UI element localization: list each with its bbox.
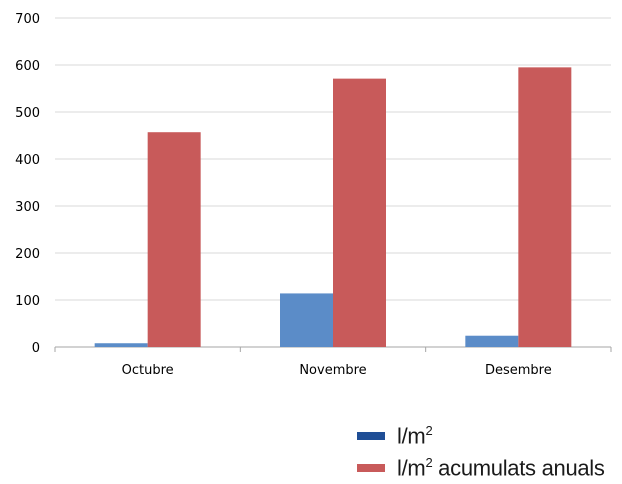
x-tick-label-novembre: Novembre bbox=[299, 363, 366, 378]
bar-novembre-series-1 bbox=[280, 293, 333, 347]
legend-label-series-2: l/m2 acumulats anuals bbox=[397, 454, 605, 481]
y-tick-label-0: 0 bbox=[32, 341, 40, 356]
bar-octubre-series-2 bbox=[147, 132, 201, 347]
legend: l/m2 l/m2 acumulats anuals bbox=[357, 420, 605, 484]
legend-item-series-1: l/m2 bbox=[357, 420, 605, 452]
y-tick-label-400: 400 bbox=[15, 153, 40, 168]
x-tick-label-octubre: Octubre bbox=[122, 363, 174, 378]
bar-octubre-series-1 bbox=[94, 343, 148, 347]
bar-desembre-series-1 bbox=[465, 335, 519, 347]
y-tick-label-700: 700 bbox=[15, 12, 40, 27]
y-tick-label-200: 200 bbox=[15, 247, 40, 262]
bar-novembre-series-2 bbox=[333, 78, 386, 347]
x-tick-label-desembre: Desembre bbox=[485, 363, 552, 378]
legend-swatch-series-2 bbox=[357, 464, 385, 472]
y-tick-label-100: 100 bbox=[15, 294, 40, 309]
legend-label-series-1: l/m2 bbox=[397, 422, 433, 449]
legend-swatch-series-1 bbox=[357, 432, 385, 440]
y-tick-label-600: 600 bbox=[15, 59, 40, 74]
bar-desembre-series-2 bbox=[518, 67, 572, 347]
legend-item-series-2: l/m2 acumulats anuals bbox=[357, 452, 605, 484]
y-tick-label-300: 300 bbox=[15, 200, 40, 215]
y-tick-label-500: 500 bbox=[15, 106, 40, 121]
